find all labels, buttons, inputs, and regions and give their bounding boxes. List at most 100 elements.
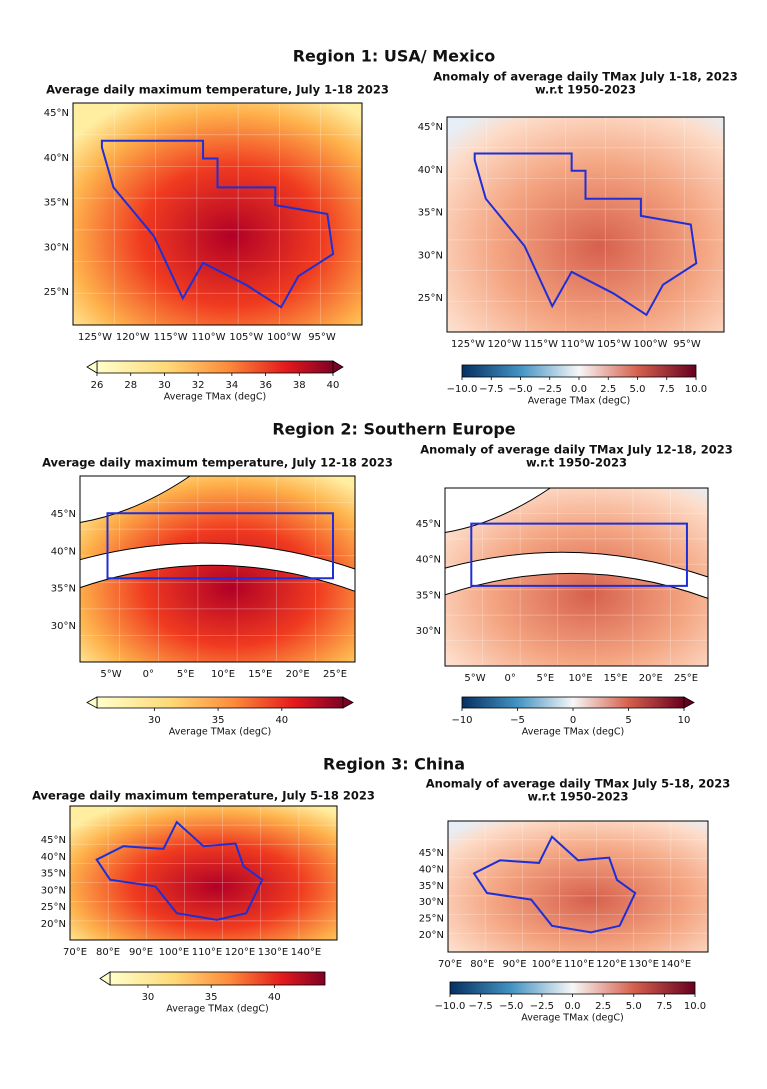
- panel-title: Average daily maximum temperature, July …: [42, 456, 393, 470]
- panel-title: Average daily maximum temperature, July …: [46, 83, 389, 97]
- colorbar-tick-label: 5.0: [626, 1001, 642, 1012]
- colorbar: [109, 971, 326, 986]
- lat-label: 45°N: [44, 108, 69, 119]
- region-outline: [473, 152, 698, 317]
- colorbar-tick-label: −10.0: [447, 384, 478, 395]
- lon-label: 70°E: [63, 947, 87, 958]
- lon-label: 120°E: [225, 947, 255, 958]
- lat-label: 45°N: [51, 509, 76, 520]
- region-outline: [472, 835, 637, 934]
- lon-label: 125°W: [451, 339, 485, 350]
- map-field: [73, 103, 362, 325]
- colorbar-tick-label: −2.5: [538, 384, 562, 395]
- lat-label: 30°N: [418, 250, 443, 261]
- colorbar-tick-label: 30: [142, 992, 155, 1003]
- colorbar-tick-label: 30: [158, 380, 171, 391]
- map-field: [447, 117, 724, 332]
- colorbar-tick-label: −7.5: [468, 1001, 492, 1012]
- colorbar-tick-label: 32: [192, 380, 205, 391]
- lat-label: 35°N: [419, 881, 444, 892]
- panel-title: Anomaly of average daily TMax July 12-18…: [420, 443, 733, 457]
- colorbar-tick-label: −10.0: [435, 1001, 466, 1012]
- lon-label: 5°W: [100, 669, 121, 680]
- lon-label: 70°E: [438, 959, 462, 970]
- colorbar: [449, 981, 696, 995]
- lon-label: 25°E: [323, 669, 347, 680]
- colorbar-tick-label: 10.0: [685, 384, 707, 395]
- lon-label: 140°E: [291, 947, 321, 958]
- map-field: [70, 806, 337, 940]
- colorbar-tick-label: −5: [510, 715, 525, 726]
- colorbar-tick-label: 0: [570, 715, 576, 726]
- region-outline: [95, 820, 264, 921]
- lon-label: 15°E: [248, 669, 272, 680]
- colorbar-tick-label: 5: [625, 715, 631, 726]
- lon-label: 10°E: [211, 669, 235, 680]
- colorbar-tick-label: 36: [259, 380, 272, 391]
- lon-label: 130°E: [258, 947, 288, 958]
- colorbar-extend: [332, 360, 344, 374]
- lon-label: 140°E: [661, 959, 691, 970]
- colorbar: [461, 696, 685, 709]
- lat-label: 35°N: [51, 584, 76, 595]
- lat-label: 30°N: [419, 897, 444, 908]
- colorbar-extend: [86, 360, 98, 374]
- sea: [444, 487, 552, 534]
- lon-label: 130°E: [629, 959, 659, 970]
- colorbar-label: Average TMax (degC): [522, 727, 624, 738]
- lon-label: 15°E: [604, 673, 628, 684]
- lon-label: 80°E: [470, 959, 494, 970]
- lon-label: 0°: [504, 673, 515, 684]
- colorbar-label: Average TMax (degC): [521, 1013, 623, 1024]
- region-title: Region 2: Southern Europe: [272, 420, 515, 439]
- lat-label: 20°N: [41, 919, 66, 930]
- lon-label: 5°W: [464, 673, 485, 684]
- lat-label: 35°N: [416, 590, 441, 601]
- colorbar-tick-label: 40: [268, 992, 281, 1003]
- lon-label: 20°E: [286, 669, 310, 680]
- lon-label: 20°E: [639, 673, 663, 684]
- lon-label: 105°W: [597, 339, 631, 350]
- colorbar: [96, 696, 344, 709]
- colorbar-extend: [86, 696, 98, 709]
- colorbar-tick-label: 26: [91, 380, 104, 391]
- map-field: [448, 821, 708, 952]
- lon-label: 90°E: [129, 947, 153, 958]
- lon-label: 115°W: [524, 339, 558, 350]
- colorbar-tick-label: 35: [212, 715, 225, 726]
- colorbar-extend: [342, 696, 354, 709]
- panel-title: Average daily maximum temperature, July …: [32, 789, 375, 803]
- lon-label: 5°E: [536, 673, 554, 684]
- lat-label: 45°N: [41, 835, 66, 846]
- lon-label: 105°W: [229, 332, 263, 343]
- colorbar-tick-label: 5.0: [630, 384, 646, 395]
- lon-label: 110°W: [192, 332, 226, 343]
- lat-label: 45°N: [419, 848, 444, 859]
- lat-label: 30°N: [41, 885, 66, 896]
- lon-label: 115°W: [154, 332, 188, 343]
- colorbar-tick-label: 30: [148, 715, 161, 726]
- colorbar-label: Average TMax (degC): [164, 392, 266, 403]
- region-outline: [470, 522, 688, 587]
- panel-title: Anomaly of average daily TMax July 5-18,…: [426, 777, 731, 791]
- region-title: Region 1: USA/ Mexico: [293, 47, 496, 66]
- panel-title: w.r.t 1950-2023: [535, 83, 636, 97]
- colorbar-tick-label: −5.0: [508, 384, 532, 395]
- lat-label: 30°N: [44, 242, 69, 253]
- colorbar-tick-label: 2.5: [595, 1001, 611, 1012]
- lat-label: 25°N: [41, 902, 66, 913]
- region-outline: [100, 139, 335, 309]
- lat-label: 45°N: [418, 122, 443, 133]
- lon-label: 80°E: [96, 947, 120, 958]
- colorbar-extend: [683, 696, 695, 709]
- colorbar-tick-label: −2.5: [530, 1001, 554, 1012]
- colorbar-label: Average TMax (degC): [169, 727, 271, 738]
- lon-label: 90°E: [503, 959, 527, 970]
- colorbar-label: Average TMax (degC): [166, 1004, 268, 1015]
- map-frame: [79, 475, 356, 663]
- colorbar-tick-label: 2.5: [600, 384, 616, 395]
- lon-label: 110°E: [564, 959, 594, 970]
- map-frame: [69, 805, 338, 941]
- lon-label: 100°W: [634, 339, 668, 350]
